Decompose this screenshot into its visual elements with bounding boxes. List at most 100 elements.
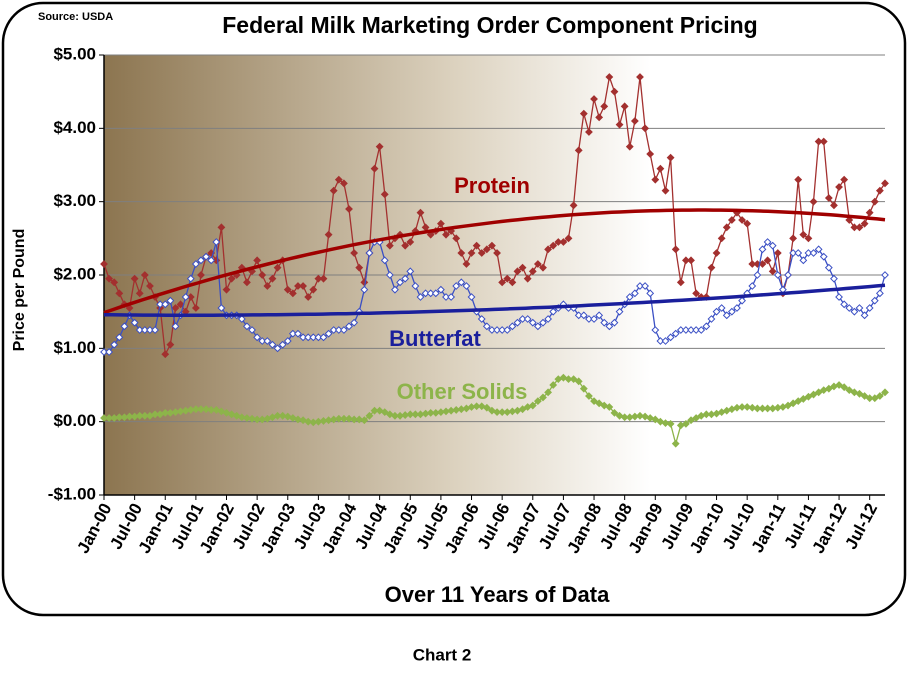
data-marker [875,392,884,400]
data-marker [263,282,272,290]
data-marker [436,219,445,228]
data-marker [840,300,849,309]
data-marker [140,271,149,279]
data-marker [401,274,410,283]
data-marker [273,344,282,353]
data-marker [738,216,746,224]
data-marker [370,406,379,415]
data-marker [452,282,461,290]
data-marker [743,403,752,411]
data-marker [329,186,338,195]
data-marker [334,414,343,423]
data-marker [130,274,139,283]
data-marker [727,216,736,224]
data-marker [758,404,767,413]
data-marker [692,289,701,298]
data-marker [845,386,854,395]
data-marker [661,419,670,428]
data-marker [115,413,124,422]
data-marker [324,230,333,239]
data-marker [712,307,721,316]
data-marker [620,102,629,111]
data-marker [544,315,553,323]
data-marker [671,439,680,448]
data-marker [666,153,675,162]
data-marker [350,318,359,327]
data-marker [498,326,507,334]
data-marker [569,201,578,210]
data-marker [702,322,711,331]
data-marker [345,322,353,331]
data-marker [870,296,879,305]
data-marker [227,274,236,283]
data-marker [314,333,323,342]
data-marker [763,404,772,413]
data-marker [309,285,318,294]
data-marker [590,315,598,323]
data-marker [508,322,517,331]
data-marker [442,293,450,301]
data-marker [738,296,746,305]
data-marker [380,408,389,417]
trend-line [104,283,886,317]
data-marker [202,252,210,261]
data-marker [340,179,348,188]
data-marker [243,278,251,287]
data-marker [457,278,466,287]
data-marker [248,326,256,334]
data-marker [682,256,690,265]
data-marker [513,318,522,327]
data-marker [590,397,598,406]
data-marker [426,408,435,417]
data-marker [717,234,726,243]
data-marker [340,326,348,334]
data-marker [334,175,343,184]
data-marker [355,415,364,424]
data-marker [574,311,583,320]
data-marker [472,241,481,250]
data-marker [523,315,532,323]
data-marker [753,271,762,279]
data-marker [125,304,134,312]
data-marker [881,179,889,188]
data-marker [814,388,823,397]
data-marker [539,263,547,272]
data-marker [595,311,604,320]
data-marker [375,406,384,415]
data-marker [600,318,609,327]
data-marker [881,388,889,397]
data-marker [253,333,262,342]
data-marker [258,337,267,345]
data-marker [824,263,833,272]
data-marker [345,414,353,423]
data-marker [579,311,588,320]
data-marker [248,414,256,423]
trend-line [103,208,886,315]
data-marker [600,102,609,111]
data-marker [477,402,486,411]
y-tick-label: $4.00 [53,118,96,137]
data-marker [401,241,410,250]
data-marker [875,289,884,298]
data-marker [656,337,665,345]
data-marker [191,304,200,312]
data-marker [477,249,486,257]
data-marker [717,304,726,312]
data-marker [375,142,384,151]
data-marker [237,315,246,323]
chart-title: Federal Milk Marketing Order Component P… [222,12,757,38]
data-marker [273,411,282,420]
data-marker [498,278,507,287]
data-marker [268,274,277,283]
data-marker [671,245,680,254]
data-marker [329,326,338,334]
data-marker [273,263,282,272]
data-marker [161,300,170,309]
data-marker [146,282,154,290]
data-marker [559,373,568,382]
data-marker [656,164,665,173]
series-label: Butterfat [389,326,481,351]
data-marker [482,403,491,412]
y-tick-label: $0.00 [53,411,96,430]
